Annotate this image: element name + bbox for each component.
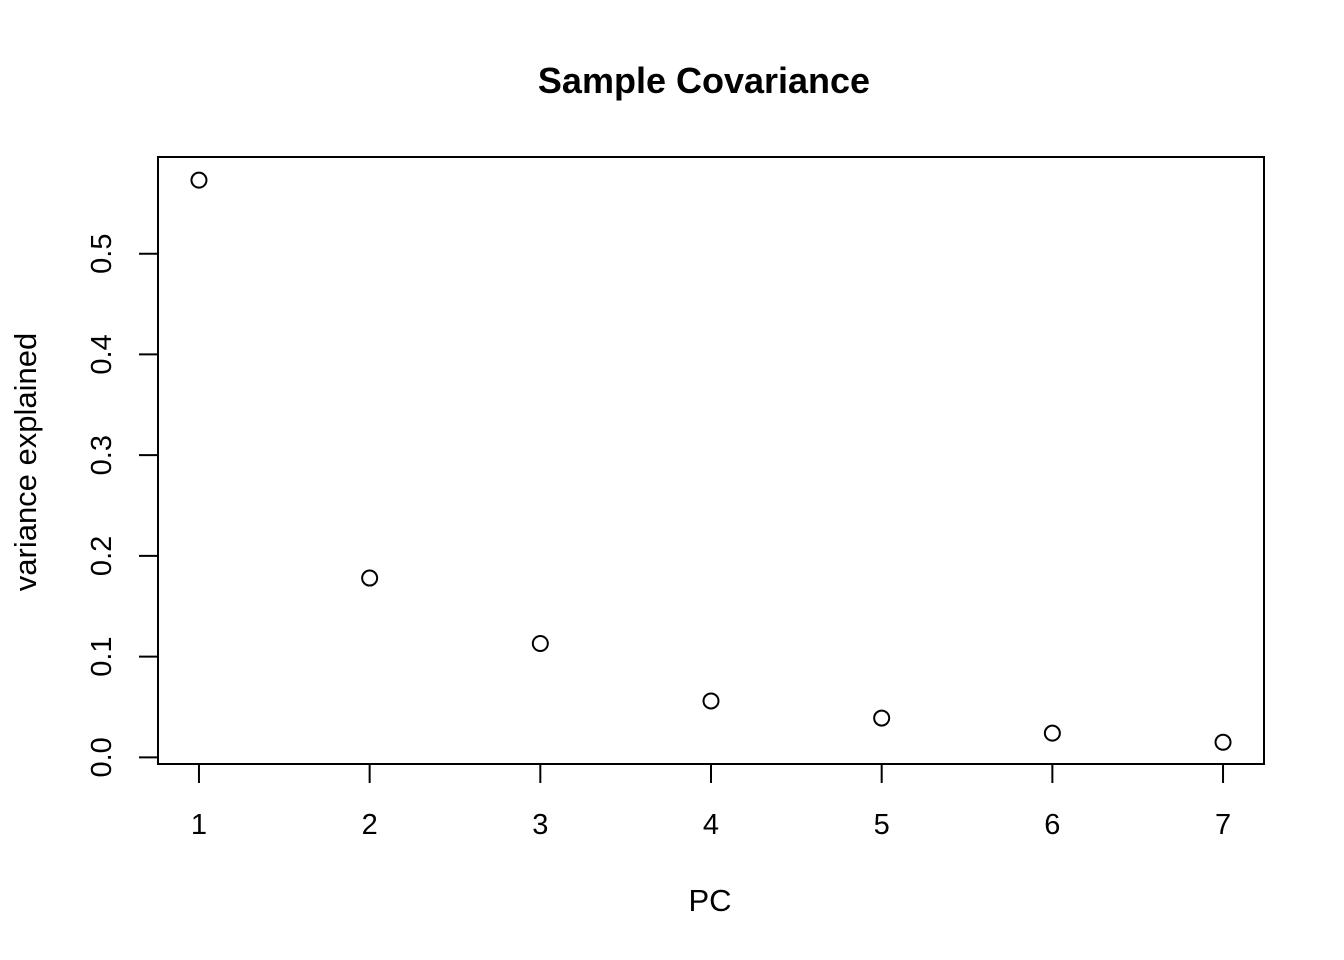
chart-title: Sample Covariance [538,60,870,101]
y-tick-label: 0.5 [86,234,118,274]
data-point [1043,724,1061,742]
data-point [361,569,379,587]
y-tick-label: 0.3 [86,435,118,475]
plot-frame [157,156,1265,765]
y-axis-label: variance explained [8,333,43,592]
x-tick-label: 3 [532,809,548,841]
y-axis: 0.0 0.1 0.2 0.3 0.4 0.5 [86,234,158,778]
data-point [873,709,891,727]
x-tick-label: 7 [1215,809,1231,841]
data-point [190,171,208,189]
y-tick-label: 0.2 [86,536,118,576]
data-point [531,635,549,653]
x-tick-label: 6 [1044,809,1060,841]
x-tick-label: 4 [703,809,719,841]
x-tick-label: 5 [874,809,890,841]
data-point [702,692,720,710]
y-tick-label: 0.0 [86,737,118,777]
data-point [1214,733,1232,751]
x-tick-label: 1 [191,809,207,841]
x-axis-label: PC [688,883,731,918]
data-points [190,171,1232,751]
y-tick-label: 0.4 [86,334,118,374]
y-tick-label: 0.1 [86,636,118,676]
x-tick-label: 2 [362,809,378,841]
x-axis: 1 2 3 4 5 6 7 [191,764,1231,841]
